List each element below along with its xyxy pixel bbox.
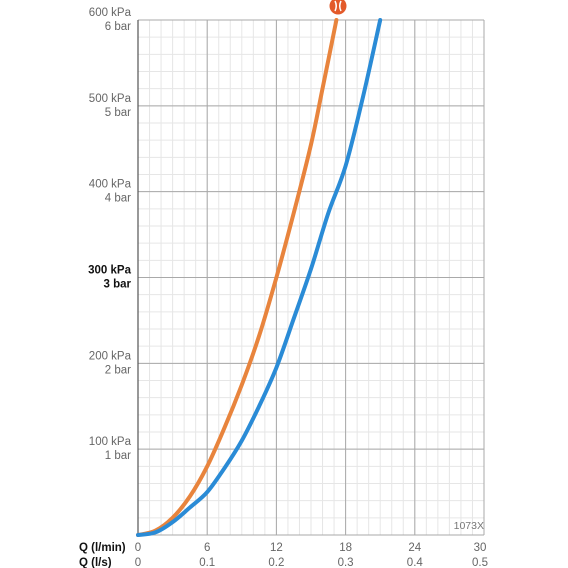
x-tick-label-ls: 0.2 — [268, 557, 284, 568]
x-tick-label-ls: 0 — [135, 557, 141, 568]
y-tick-label-kpa: 600 kPa — [89, 7, 132, 19]
x-tick-labels: 0 0 6 0.1 12 0.2 18 0.3 24 0.4 30 0.5 — [135, 542, 488, 568]
x-tick-label-lmin: 30 — [474, 542, 487, 554]
x-tick-label-ls: 0.5 — [472, 557, 488, 568]
x-tick-label-lmin: 0 — [135, 542, 141, 554]
x-tick-label-ls: 0.3 — [338, 557, 354, 568]
x-tick-label-lmin: 24 — [408, 542, 421, 554]
x-tick-label-lmin: 18 — [339, 542, 352, 554]
x-tick-label-ls: 0.1 — [199, 557, 215, 568]
x-tick-label-lmin: 12 — [270, 542, 283, 554]
x-tick-label-ls: 0.4 — [407, 557, 424, 568]
y-tick-label-bar: 3 bar — [104, 279, 132, 291]
series-line-2 — [136, 18, 383, 537]
y-tick-label-bar: 5 bar — [105, 107, 131, 119]
y-tick-label-bar: 1 bar — [105, 450, 131, 462]
x-tick-label-lmin: 6 — [204, 542, 210, 554]
y-tick-label-kpa: 400 kPa — [89, 179, 132, 191]
y-tick-label-kpa: 100 kPa — [89, 436, 132, 448]
series-line-1 — [136, 18, 339, 537]
shower-handle-icon — [329, 0, 347, 15]
y-tick-label-kpa: 200 kPa — [89, 350, 132, 362]
x-axis-label-lmin: Q (l/min) — [79, 542, 126, 554]
y-tick-label-bar: 6 bar — [105, 21, 131, 33]
x-axis-label-ls: Q (l/s) — [79, 557, 112, 568]
y-tick-label-kpa: 500 kPa — [89, 93, 132, 105]
y-tick-label-bar: 2 bar — [105, 364, 131, 376]
series-layer — [136, 18, 383, 537]
product-code-label: 1073X — [454, 520, 484, 532]
y-tick-label-kpa: 300 kPa — [88, 265, 131, 277]
y-tick-label-bar: 4 bar — [105, 193, 131, 205]
y-tick-labels: 100 kPa 1 bar 200 kPa 2 bar 300 kPa 3 bar 400 … — [88, 7, 131, 462]
major-grid — [137, 19, 485, 536]
